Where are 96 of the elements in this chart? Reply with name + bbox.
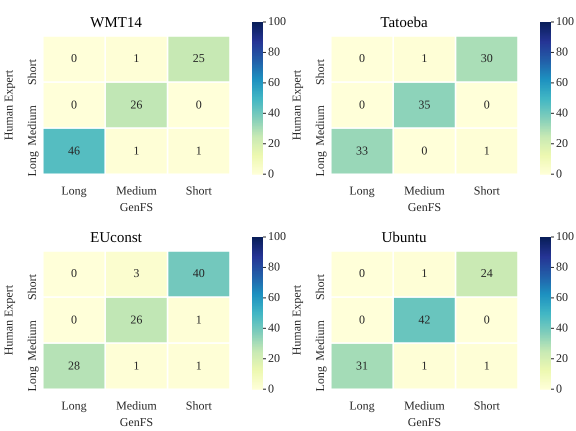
- data-label: 0: [484, 312, 490, 326]
- x-tick-label: Long: [349, 398, 375, 413]
- y-tick-label: Medium: [24, 104, 39, 146]
- y-tick-label: Long: [312, 366, 327, 392]
- y-tick-label: Long: [312, 151, 327, 177]
- x-axis-title: GenFS: [408, 200, 442, 214]
- data-label: 1: [196, 358, 202, 372]
- color-bar-label: 80: [556, 44, 568, 59]
- x-tick-label: Long: [349, 184, 375, 198]
- chart-title: WMT14: [90, 14, 142, 31]
- data-label: 1: [133, 143, 140, 158]
- x-axis-title: GenFS: [120, 200, 154, 214]
- y-axis-title: Human Expert: [1, 284, 16, 356]
- data-label: 3: [133, 266, 140, 280]
- data-label: 30: [480, 51, 493, 66]
- x-axis-title: GenFS: [120, 414, 154, 429]
- data-label: 1: [421, 358, 428, 372]
- x-tick-label: Short: [474, 398, 500, 413]
- y-tick-label: Long: [24, 151, 39, 177]
- data-label: 1: [484, 358, 490, 372]
- y-axis-title: Human Expert: [289, 69, 304, 140]
- y-tick-label: Short: [24, 58, 39, 86]
- color-bar-label: 40: [556, 320, 568, 334]
- color-bar-label: 80: [268, 260, 280, 274]
- y-tick-label: Short: [312, 273, 327, 300]
- y-tick-label: Medium: [24, 319, 39, 361]
- color-bar-label: 40: [556, 105, 568, 120]
- color-bar-label: 40: [268, 320, 280, 334]
- color-bar-label: 60: [268, 75, 280, 90]
- color-bar-label: 20: [268, 350, 280, 365]
- chart-title: EUconst: [90, 230, 143, 246]
- data-label: 0: [71, 312, 77, 326]
- data-label: 1: [196, 312, 202, 326]
- color-bar-label: 0: [268, 381, 274, 396]
- data-label: 33: [356, 143, 368, 158]
- data-label: 28: [68, 358, 80, 372]
- y-tick-label: Medium: [312, 319, 327, 361]
- data-label: 1: [133, 358, 140, 372]
- color-bar-label: 100: [556, 14, 574, 28]
- data-label: 0: [71, 51, 77, 66]
- x-tick-label: Medium: [116, 398, 158, 413]
- data-label: 0: [71, 97, 77, 112]
- y-tick-label: Medium: [312, 104, 327, 146]
- data-label: 1: [421, 266, 428, 280]
- color-bar-label: 60: [556, 290, 568, 304]
- data-label: 26: [130, 312, 142, 326]
- x-tick-label: Long: [61, 398, 87, 413]
- data-label: 40: [192, 266, 205, 280]
- color-bar-label: 80: [556, 260, 568, 274]
- data-label: 35: [418, 97, 430, 112]
- color-bar-label: 0: [556, 381, 562, 396]
- data-label: 24: [480, 266, 493, 280]
- data-label: 0: [484, 97, 490, 112]
- data-label: 31: [356, 358, 368, 372]
- color-bar-label: 60: [556, 75, 568, 90]
- color-bar-label: 0: [556, 166, 562, 180]
- chart-title: Tatoeba: [380, 14, 428, 31]
- data-label: 0: [421, 143, 428, 158]
- data-label: 1: [484, 143, 490, 158]
- color-bar-label: 100: [268, 229, 286, 244]
- x-tick-label: Medium: [404, 184, 446, 198]
- y-tick-label: Short: [312, 58, 327, 86]
- data-label: 46: [68, 143, 80, 158]
- data-label: 0: [71, 266, 77, 280]
- color-bar-label: 80: [268, 44, 280, 59]
- data-label: 1: [133, 51, 140, 66]
- x-tick-label: Short: [474, 184, 500, 198]
- color-bar-label: 100: [268, 14, 286, 28]
- data-label: 26: [130, 97, 142, 112]
- color-bar-label: 0: [268, 166, 274, 180]
- y-axis-title: Human Expert: [289, 284, 304, 356]
- color-bar-label: 60: [268, 290, 280, 304]
- data-label: 1: [196, 143, 202, 158]
- color-bar-label: 40: [268, 105, 280, 120]
- y-axis-title: Human Expert: [1, 69, 16, 140]
- color-bar-label: 100: [556, 229, 574, 244]
- chart-title: Ubuntu: [382, 230, 427, 246]
- x-tick-label: Short: [186, 184, 212, 198]
- data-label: 0: [359, 312, 365, 326]
- color-bar-label: 20: [556, 350, 568, 365]
- y-tick-label: Short: [24, 273, 39, 300]
- data-label: 0: [359, 266, 365, 280]
- color-bar-label: 20: [268, 136, 280, 150]
- data-label: 0: [359, 51, 365, 66]
- data-label: 0: [359, 97, 365, 112]
- x-tick-label: Long: [61, 184, 87, 198]
- data-label: 0: [196, 97, 202, 112]
- color-bar-label: 20: [556, 136, 568, 150]
- data-label: 25: [192, 51, 205, 66]
- data-label: 1: [421, 51, 428, 66]
- y-tick-label: Long: [24, 366, 39, 392]
- x-tick-label: Medium: [404, 398, 446, 413]
- x-axis-title: GenFS: [408, 414, 442, 429]
- data-label: 42: [418, 312, 430, 326]
- x-tick-label: Short: [186, 398, 212, 413]
- x-tick-label: Medium: [116, 184, 158, 198]
